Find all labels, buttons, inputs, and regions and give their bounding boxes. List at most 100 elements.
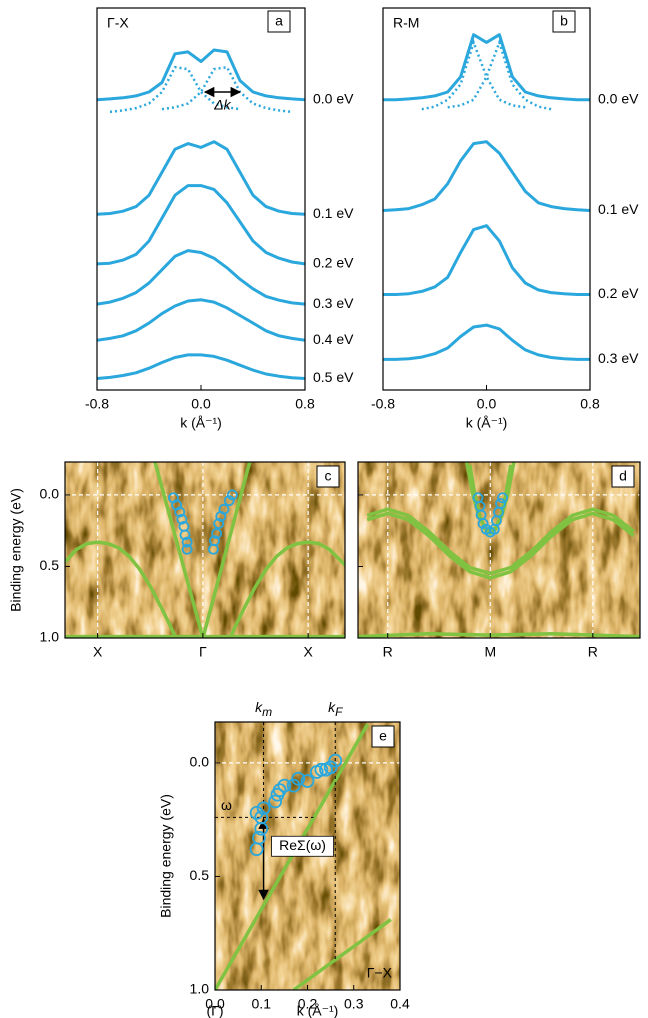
fit-curve	[97, 140, 305, 216]
fit-curve	[97, 298, 305, 342]
y-tick-label: 1.0	[40, 629, 60, 645]
panel-letter-box	[371, 725, 395, 748]
data-point	[174, 506, 186, 518]
series-label: 0.3 eV	[598, 350, 639, 366]
panel-letter-box	[316, 465, 340, 488]
data-point	[209, 535, 220, 547]
data-point	[477, 518, 489, 529]
self-energy-label: ReΣ(ω)	[279, 837, 326, 853]
band-line	[366, 511, 635, 580]
plot-area	[97, 48, 305, 380]
data-point	[181, 543, 193, 555]
panel-title: R-M	[393, 15, 419, 31]
x-axis-label: k (Å⁻¹)	[297, 1003, 339, 1018]
series-label: 0.2 eV	[598, 285, 639, 301]
x-tick-label: 0.3	[344, 996, 364, 1012]
k-symbol: k	[328, 699, 336, 715]
data-point	[291, 771, 306, 786]
data-point	[277, 778, 292, 793]
panel-letter-box	[611, 465, 635, 488]
fit-curve	[383, 140, 590, 212]
label-box	[271, 835, 334, 857]
plot-area	[383, 33, 590, 361]
x-tick-label: -0.8	[85, 396, 109, 412]
data-point	[176, 513, 188, 525]
fit-curve	[97, 184, 305, 266]
y-tick-label: 0.5	[40, 557, 60, 573]
data-point	[314, 762, 329, 777]
delta-k-label: Δk	[213, 97, 231, 113]
data-point	[226, 489, 238, 501]
fit-curve	[97, 249, 305, 306]
data-point	[495, 498, 506, 509]
k-subscript: F	[335, 705, 343, 719]
panel-letter: a	[275, 13, 283, 29]
intensity-map	[65, 462, 345, 638]
frame	[64, 461, 346, 639]
data-point	[497, 492, 508, 504]
frame	[357, 461, 641, 639]
panel: X Γ X 0.0 0.5 1.0 Binding energy (eV) c	[8, 461, 346, 660]
x-tick-label: 0.8	[295, 396, 315, 412]
band-line	[153, 462, 205, 638]
y-axis-label: Binding energy (eV)	[158, 794, 174, 918]
x-tick-label: 0.0	[477, 396, 497, 412]
band-line	[292, 918, 392, 990]
intensity-map	[358, 462, 640, 638]
y-axis-label: Binding energy (eV)	[8, 488, 24, 612]
frame	[382, 7, 591, 391]
panel-letter: b	[560, 13, 568, 29]
fit-curve	[383, 323, 590, 361]
data-point	[223, 495, 235, 507]
x-tick-label: 0.0	[191, 396, 211, 412]
fit-curve	[97, 353, 305, 380]
x-tick-label: 0.2	[298, 996, 318, 1012]
band-line	[366, 507, 635, 576]
series-label: 0.0 eV	[313, 90, 354, 106]
series-label: 0.0 eV	[598, 90, 639, 106]
y-tick-label: 0.0	[190, 754, 210, 770]
x-tick-label: 0.0	[205, 996, 225, 1012]
panel-letter-box	[267, 10, 291, 33]
data-point	[286, 778, 301, 793]
data-point	[249, 805, 264, 820]
panel: 0.0 eV 0.1 eV 0.2 eV 0.3 eV -0.8 0.0 0.8 k (Å⁻¹…	[371, 7, 639, 431]
fit-component	[447, 38, 552, 111]
band-line	[358, 631, 640, 638]
x-axis-label: k (Å⁻¹)	[466, 415, 508, 431]
data-point	[300, 774, 315, 788]
data-point	[211, 528, 222, 539]
fit-component	[109, 65, 241, 114]
data-point	[268, 794, 283, 809]
x-tick-label: -0.8	[371, 396, 395, 412]
y-tick-label: 0.5	[190, 867, 210, 883]
series-label: 0.1 eV	[313, 205, 354, 221]
data-point	[181, 536, 193, 548]
data-point	[323, 760, 338, 775]
data-point	[272, 783, 287, 798]
y-tick-label: 0.0	[40, 486, 60, 502]
x-tick-label: Γ	[199, 644, 207, 660]
omega-label: ω	[221, 797, 232, 813]
panel: 0.0 eV 0.1 eV 0.2 eV 0.3 eV 0.4 eV 0.5 eV Δk -0…	[85, 7, 354, 431]
panel: R M Rd	[357, 461, 641, 660]
fit-curve	[383, 33, 590, 102]
fit-curve	[97, 48, 305, 102]
panel-letter: d	[619, 468, 627, 484]
data-point	[213, 518, 225, 529]
k-marker-label: kF	[328, 699, 343, 719]
x-axis-note: (Γ)	[206, 1003, 223, 1018]
x-tick-label: 0.4	[390, 996, 410, 1012]
k-symbol: k	[255, 699, 263, 715]
x-tick-label: 0.1	[252, 996, 272, 1012]
x-axis-label: k (Å⁻¹)	[180, 415, 222, 431]
panel-letter-box	[552, 10, 576, 33]
series-label: 0.1 eV	[598, 201, 639, 217]
data-point	[254, 810, 269, 825]
k-subscript: m	[262, 705, 272, 719]
panel-letter: c	[325, 468, 332, 484]
data-point	[328, 753, 343, 768]
series-label: 0.5 eV	[313, 369, 354, 385]
